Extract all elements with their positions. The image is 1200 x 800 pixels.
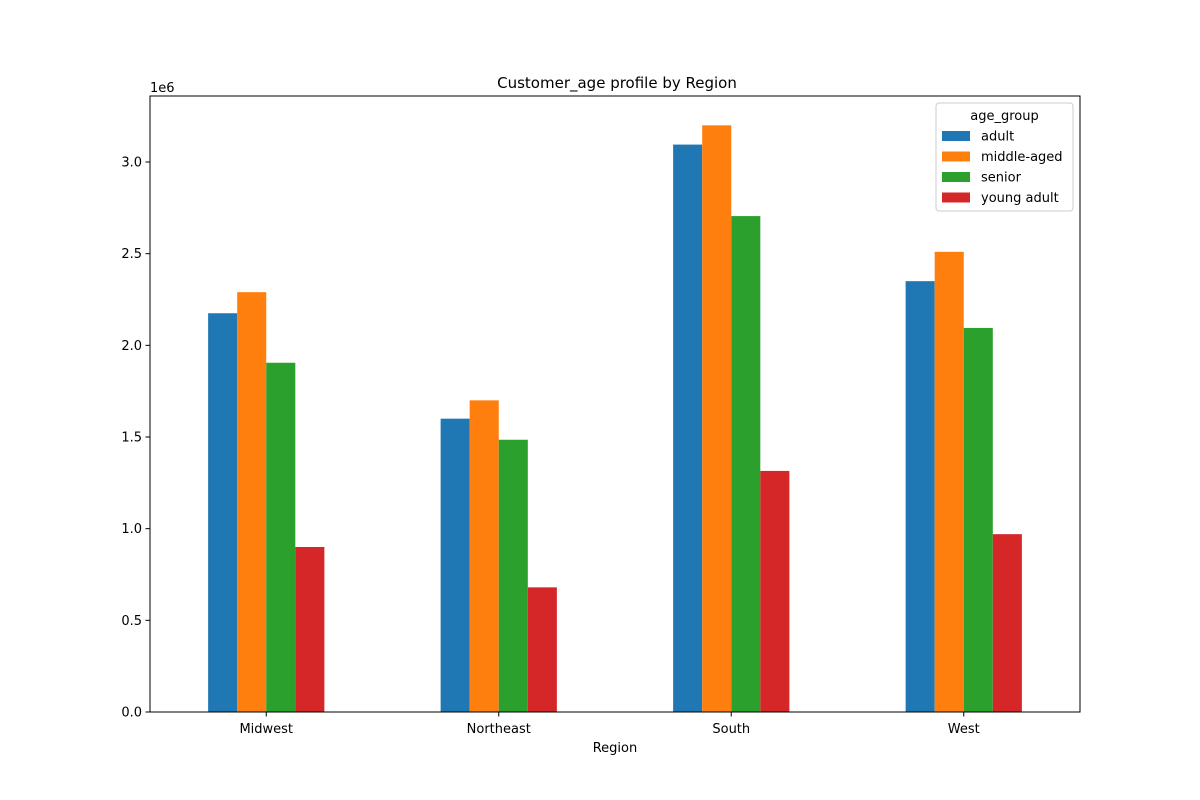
legend-items: adult middle-aged senior young adult [942,130,1063,206]
bar-senior-midwest [266,362,296,712]
bar-middle-aged-south [702,125,732,713]
bar-middle-aged-west [934,251,964,713]
y-tick-label: 0.0 [121,706,142,721]
legend-swatch-young-adult [942,192,970,203]
legend-box [935,102,1074,212]
x-tick-label: Northeast [467,722,531,737]
chart-title: Customer_age profile by Region [497,74,737,93]
bar-young-adult-midwest [295,547,325,712]
y-tick-label: 1.5 [121,431,142,446]
x-tick-label: West [948,722,980,737]
y-tick-label: 3.0 [121,156,142,171]
legend-label-adult: adult [981,130,1014,145]
legend-swatch-senior [942,172,970,182]
legend-swatch-middle-aged [942,151,970,162]
y-tick-label: 2.0 [121,339,142,354]
bar-middle-aged-midwest [237,292,267,712]
legend-label-young-adult: young adult [981,191,1059,206]
bar-adult-south [673,144,703,713]
bar-adult-midwest [208,313,238,712]
x-tick-label: South [712,722,750,737]
bar-senior-west [963,327,993,712]
bar-senior-south [731,216,761,713]
legend-swatch-adult [942,131,970,141]
legend: age_group adult middle-aged senior young ad… [935,102,1074,212]
y-tick-label: 2.5 [121,247,142,262]
bar-middle-aged-northeast [469,400,499,712]
bar-young-adult-northeast [527,587,557,712]
bars-layer [208,125,1022,713]
y-axis-offset-text: 1e6 [150,81,175,96]
bar-senior-northeast [498,439,528,712]
x-axis-label: Region [593,741,638,756]
bar-young-adult-south [760,470,790,712]
y-axis: 0.0 0.5 1.0 1.5 2.0 2.5 3.0 [121,156,150,721]
legend-title: age_group [970,109,1038,124]
bar-adult-west [905,281,935,712]
y-tick-label: 1.0 [121,522,142,537]
plot-area-frame [149,95,1081,713]
bar-young-adult-west [992,534,1022,712]
x-axis: Midwest Northeast South West [239,712,980,737]
x-tick-label: Midwest [239,722,293,737]
bar-adult-northeast [440,418,470,712]
y-tick-label: 0.5 [121,614,142,629]
legend-label-middle-aged: middle-aged [981,150,1063,165]
legend-label-senior: senior [981,171,1022,186]
